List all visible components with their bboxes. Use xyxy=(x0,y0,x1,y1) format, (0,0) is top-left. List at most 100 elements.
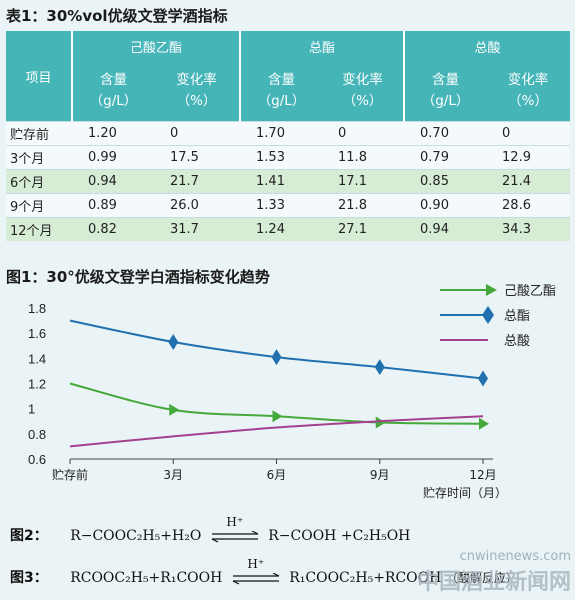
legend-label: 总酸 xyxy=(504,334,530,349)
x-tick-label: 12月 xyxy=(469,468,496,482)
formula-reactants: R−COOC₂H₅+H₂O xyxy=(70,528,202,544)
watermark-name: 中国酒业新闻网 xyxy=(416,570,571,595)
x-axis-title: 贮存时间（月） xyxy=(423,485,507,500)
cell-value: 0.94 xyxy=(404,217,487,241)
x-tick-label: 贮存前 xyxy=(52,467,88,482)
subheader-content: 含量 （g/L） xyxy=(239,61,323,122)
cell-value: 1.53 xyxy=(240,145,323,170)
data-point-diamond xyxy=(478,370,488,387)
legend-diamond-marker xyxy=(482,306,494,324)
cell-value: 17.1 xyxy=(322,169,405,194)
row-label: 贮存前 xyxy=(6,121,72,146)
formula-products: R−COOH +C₂H₅OH xyxy=(268,528,411,544)
legend-label: 总酯 xyxy=(504,309,530,324)
table-row: 6个月 0.94 21.7 1.41 17.1 0.85 21.4 xyxy=(6,169,571,194)
formula-label: 图3： xyxy=(10,570,48,586)
x-tick-label: 3月 xyxy=(163,468,183,482)
cell-value: 27.1 xyxy=(322,217,405,241)
data-point-arrow xyxy=(375,416,386,429)
x-tick-label: 9月 xyxy=(370,468,390,482)
row-label: 9个月 xyxy=(6,193,72,218)
table-subheader-row: 含量 （g/L） 变化率 （%） 含量 （g/L） 变化率 （%） 含量 （g/L） 变化… xyxy=(6,61,571,122)
data-point-arrow xyxy=(479,417,489,430)
cell-value: 34.3 xyxy=(486,217,571,241)
equilibrium-arrow-icon xyxy=(211,531,259,543)
catalyst-label: H⁺ xyxy=(226,515,244,529)
cell-value: 0.85 xyxy=(404,169,487,194)
legend-arrow-marker xyxy=(486,284,497,296)
subheader-rate: 变化率 （%） xyxy=(154,61,241,122)
catalyst-label: H⁺ xyxy=(247,557,265,571)
subheader-content: 含量 （g/L） xyxy=(403,61,487,122)
data-point-diamond xyxy=(271,349,282,366)
table-row: 12个月 0.82 31.7 1.24 27.1 0.94 34.3 xyxy=(6,217,571,241)
cell-value: 12.9 xyxy=(486,145,571,170)
cell-value: 31.7 xyxy=(154,217,241,241)
data-point-diamond xyxy=(374,359,385,376)
cell-value: 21.7 xyxy=(154,169,241,194)
cell-value: 26.0 xyxy=(154,193,241,218)
chart-title: 图1：30°优级文登学白酒指标变化趋势 xyxy=(6,268,270,286)
series-line-2 xyxy=(69,415,484,448)
table-row: 贮存前 1.20 0 1.70 0 0.70 0 xyxy=(6,121,571,146)
cell-value: 0 xyxy=(486,121,571,146)
header-group-total-acid: 总酸 xyxy=(403,31,571,61)
cell-value: 21.4 xyxy=(486,169,571,194)
legend-label: 己酸乙酯 xyxy=(504,284,556,299)
cell-value: 1.70 xyxy=(240,121,323,146)
cell-value: 0.89 xyxy=(72,193,154,218)
equilibrium-arrow-icon xyxy=(232,573,280,585)
formula-acidolysis: 图3： RCOOC₂H₅+R₁COOH H⁺ R₁COOC₂H₅+RCOOH （… xyxy=(10,557,518,587)
y-tick-label: 1 xyxy=(28,402,35,417)
cell-value: 0 xyxy=(322,121,405,146)
watermark: cnwinenews.com 中国酒业新闻网 xyxy=(417,549,571,596)
subheader-rate: 变化率 （%） xyxy=(322,61,405,122)
cell-value: 0 xyxy=(154,121,241,146)
y-tick-label: 1.8 xyxy=(28,301,46,316)
indicator-table: 项目 己酸乙酯 总酯 总酸 含量 （g/L） 变化率 （%） 含量 （g/L） 变化率… xyxy=(6,31,571,241)
table-title: 表1：30%vol优级文登学酒指标 xyxy=(6,7,228,25)
header-item: 项目 xyxy=(6,31,72,122)
header-group-ethyl-caproate: 己酸乙酯 xyxy=(70,31,241,61)
header-group-total-ester: 总酯 xyxy=(239,31,405,61)
formula-label: 图2： xyxy=(10,528,48,544)
subheader-content: 含量 （g/L） xyxy=(71,61,154,122)
subheader-rate: 变化率 （%） xyxy=(486,61,571,122)
data-point-arrow xyxy=(272,410,283,423)
cell-value: 11.8 xyxy=(322,145,405,170)
formula-products: R₁COOC₂H₅+RCOOH xyxy=(289,570,442,586)
cell-value: 1.24 xyxy=(240,217,323,241)
formula-note: （酸解反应） xyxy=(445,571,518,585)
equilibrium-arrow: H⁺ xyxy=(231,557,281,586)
row-label: 6个月 xyxy=(6,169,72,194)
cell-value: 0.99 xyxy=(72,145,154,170)
cell-value: 21.8 xyxy=(322,193,405,218)
row-label: 12个月 xyxy=(6,217,72,241)
row-label: 3个月 xyxy=(6,145,72,170)
formula-hydrolysis: 图2： R−COOC₂H₅+H₂O H⁺ R−COOH +C₂H₅OH xyxy=(10,515,411,545)
cell-value: 17.5 xyxy=(154,145,241,170)
y-tick-label: 0.6 xyxy=(28,452,46,467)
table-header-row: 项目 己酸乙酯 总酯 总酸 xyxy=(6,31,571,122)
y-tick-label: 1.4 xyxy=(28,351,46,366)
table-row: 3个月 0.99 17.5 1.53 11.8 0.79 12.9 xyxy=(6,145,571,170)
equilibrium-arrow: H⁺ xyxy=(210,515,260,544)
cell-value: 1.20 xyxy=(72,121,154,146)
formula-reactants: RCOOC₂H₅+R₁COOH xyxy=(70,570,223,586)
table-row: 9个月 0.89 26.0 1.33 21.8 0.90 28.6 xyxy=(6,193,571,218)
y-tick-label: 0.8 xyxy=(28,427,46,442)
cell-value: 1.33 xyxy=(240,193,323,218)
y-tick-label: 1.2 xyxy=(28,377,46,392)
data-point-diamond xyxy=(168,333,179,350)
cell-value: 28.6 xyxy=(486,193,571,218)
cell-value: 0.79 xyxy=(404,145,487,170)
data-point-arrow xyxy=(169,403,180,416)
cell-value: 0.94 xyxy=(72,169,154,194)
watermark-domain: cnwinenews.com xyxy=(459,549,571,564)
cell-value: 1.41 xyxy=(240,169,323,194)
cell-value: 0.82 xyxy=(72,217,154,241)
cell-value: 0.70 xyxy=(404,121,487,146)
y-tick-label: 1.6 xyxy=(28,326,46,341)
cell-value: 0.90 xyxy=(404,193,487,218)
